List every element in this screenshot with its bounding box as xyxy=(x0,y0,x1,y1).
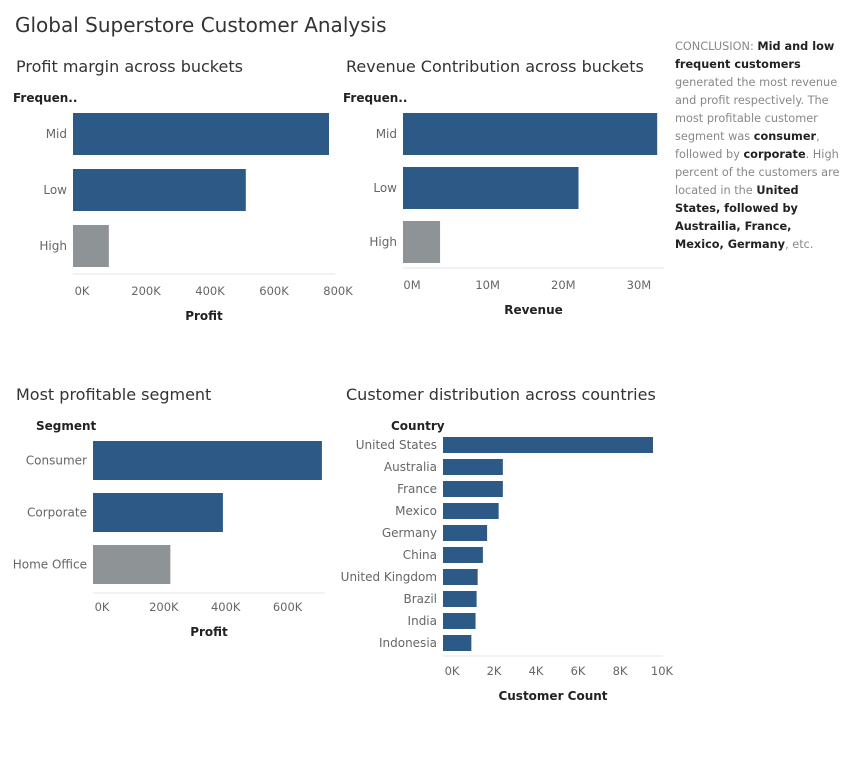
tick-label-profit-buckets-2: 400K xyxy=(195,284,225,298)
tick-label-segment-0: 0K xyxy=(95,600,110,614)
tick-label-countries-4: 8K xyxy=(613,664,628,678)
chart-title-countries: Customer distribution across countries xyxy=(346,385,656,404)
tick-label-profit-buckets-1: 200K xyxy=(131,284,161,298)
tick-label-segment-3: 600K xyxy=(273,600,303,614)
bar-segment-2[interactable] xyxy=(93,545,171,584)
tick-label-revenue-buckets-0: 0M xyxy=(403,278,420,292)
conclusion-run: consumer xyxy=(753,130,817,143)
row-header-countries: Country xyxy=(391,419,445,433)
conclusion-run: United States, followed by Austrailia, F… xyxy=(675,184,799,251)
category-label-countries-1: Australia xyxy=(384,460,437,474)
bar-revenue-buckets-2[interactable] xyxy=(403,221,441,263)
bar-revenue-buckets-0[interactable] xyxy=(403,113,658,155)
bar-countries-3[interactable] xyxy=(443,503,499,519)
row-header-revenue-buckets: Frequen.. xyxy=(343,91,407,105)
tick-label-segment-2: 400K xyxy=(211,600,241,614)
conclusion-run: , followed by xyxy=(675,130,820,161)
bar-countries-4[interactable] xyxy=(443,525,488,541)
category-label-revenue-buckets-0: Mid xyxy=(376,127,397,141)
chart-title-profit-buckets: Profit margin across buckets xyxy=(16,57,243,76)
category-label-countries-2: France xyxy=(397,482,437,496)
category-label-countries-9: Indonesia xyxy=(379,636,437,650)
tick-label-countries-3: 6K xyxy=(571,664,586,678)
category-label-countries-3: Mexico xyxy=(395,504,437,518)
category-label-revenue-buckets-1: Low xyxy=(373,181,397,195)
category-label-countries-8: India xyxy=(408,614,437,628)
x-axis-title-revenue-buckets: Revenue xyxy=(504,303,563,317)
category-label-countries-4: Germany xyxy=(382,526,437,540)
bar-countries-2[interactable] xyxy=(443,481,503,497)
bar-countries-6[interactable] xyxy=(443,569,478,585)
tick-label-countries-1: 2K xyxy=(487,664,502,678)
conclusion-run: . High percent of the customers are loca… xyxy=(675,148,840,197)
category-label-countries-7: Brazil xyxy=(404,592,438,606)
tick-label-profit-buckets-0: 0K xyxy=(75,284,90,298)
tick-label-revenue-buckets-3: 30M xyxy=(627,278,652,292)
conclusion-text: CONCLUSION: Mid and low frequent custome… xyxy=(675,38,840,254)
category-label-countries-6: United Kingdom xyxy=(341,570,437,584)
conclusion-run: Mid and low frequent customers xyxy=(675,40,835,71)
bar-countries-9[interactable] xyxy=(443,635,472,651)
tick-label-countries-0: 0K xyxy=(445,664,460,678)
category-label-countries-0: United States xyxy=(356,438,437,452)
dashboard-title: Global Superstore Customer Analysis xyxy=(15,13,387,37)
x-axis-title-countries: Customer Count xyxy=(498,689,607,703)
bar-segment-1[interactable] xyxy=(93,493,223,532)
conclusion-run: , etc. xyxy=(785,238,814,251)
category-label-profit-buckets-2: High xyxy=(39,239,67,253)
bar-profit-buckets-2[interactable] xyxy=(73,225,109,267)
conclusion-run: corporate xyxy=(743,148,806,161)
tick-label-profit-buckets-4: 800K xyxy=(323,284,353,298)
bar-segment-0[interactable] xyxy=(93,441,322,480)
category-label-countries-5: China xyxy=(403,548,437,562)
chart-title-segment: Most profitable segment xyxy=(16,385,212,404)
category-label-profit-buckets-0: Mid xyxy=(46,127,67,141)
bar-revenue-buckets-1[interactable] xyxy=(403,167,579,209)
conclusion-run: CONCLUSION: xyxy=(675,40,758,53)
tick-label-countries-5: 10K xyxy=(651,664,674,678)
x-axis-title-segment: Profit xyxy=(190,625,228,639)
tick-label-segment-1: 200K xyxy=(149,600,179,614)
bar-countries-1[interactable] xyxy=(443,459,503,475)
row-header-profit-buckets: Frequen.. xyxy=(13,91,77,105)
x-axis-title-profit-buckets: Profit xyxy=(185,309,223,323)
category-label-profit-buckets-1: Low xyxy=(43,183,67,197)
category-label-segment-0: Consumer xyxy=(26,454,87,468)
bar-countries-5[interactable] xyxy=(443,547,483,563)
category-label-segment-2: Home Office xyxy=(13,558,87,572)
bar-profit-buckets-1[interactable] xyxy=(73,169,246,211)
tick-label-revenue-buckets-1: 10M xyxy=(475,278,500,292)
category-label-revenue-buckets-2: High xyxy=(369,235,397,249)
bar-countries-0[interactable] xyxy=(443,437,653,453)
tick-label-countries-2: 4K xyxy=(529,664,544,678)
bar-profit-buckets-0[interactable] xyxy=(73,113,329,155)
tick-label-revenue-buckets-2: 20M xyxy=(551,278,576,292)
chart-title-revenue-buckets: Revenue Contribution across buckets xyxy=(346,57,644,76)
category-label-segment-1: Corporate xyxy=(27,506,87,520)
row-header-segment: Segment xyxy=(36,419,97,433)
conclusion-run: generated the most revenue and profit re… xyxy=(675,76,838,143)
bar-countries-8[interactable] xyxy=(443,613,476,629)
tick-label-profit-buckets-3: 600K xyxy=(259,284,289,298)
bar-countries-7[interactable] xyxy=(443,591,477,607)
